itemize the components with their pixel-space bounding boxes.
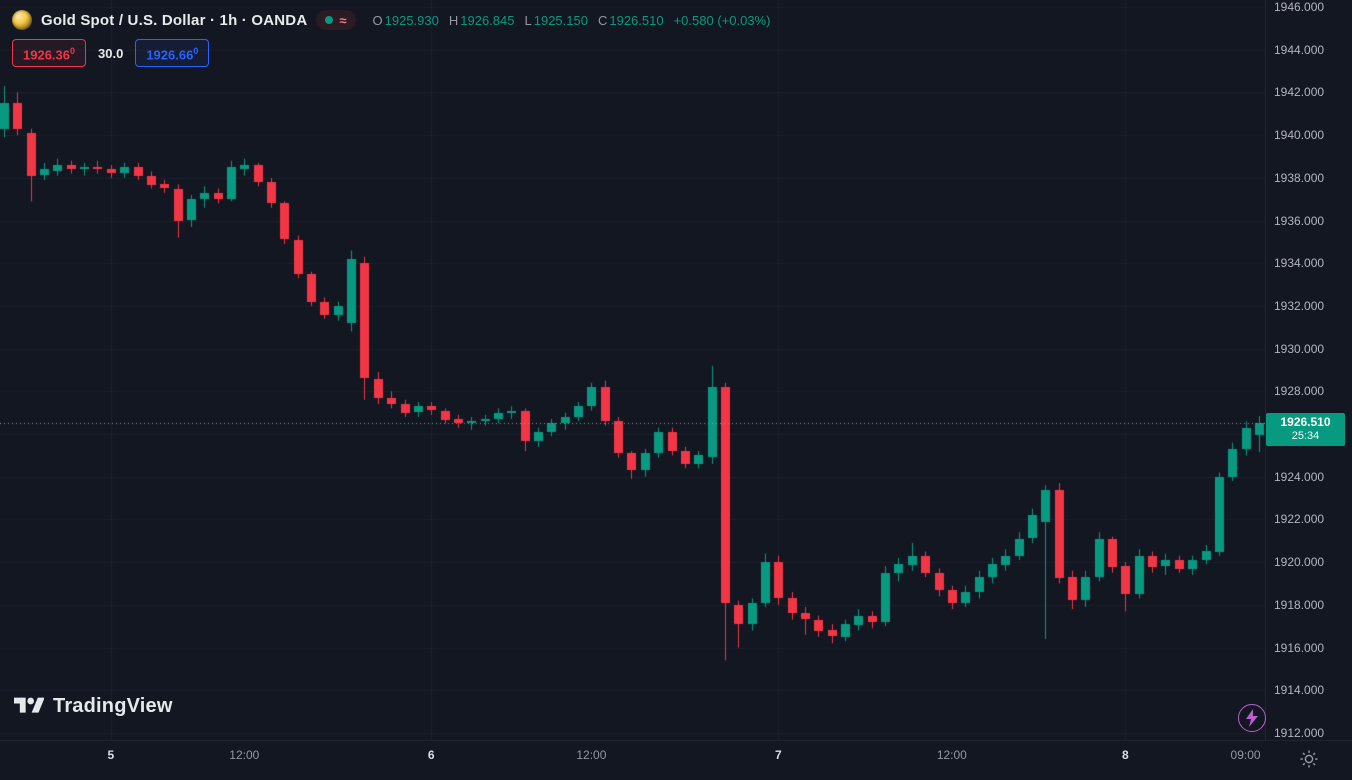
price-axis-label: 1942.000	[1274, 85, 1325, 100]
current-price-label[interactable]: 1926.510 25:34	[1266, 413, 1345, 447]
open-value: 1925.930	[384, 12, 439, 28]
bid-price-badge[interactable]: 1926.360	[12, 39, 87, 68]
open-label: O	[372, 12, 383, 28]
tradingview-logo-text: TradingView	[53, 694, 173, 717]
market-status-pill[interactable]: ≈	[316, 10, 356, 30]
price-axis-label: 1934.000	[1274, 256, 1325, 271]
gear-icon	[1300, 750, 1318, 768]
time-axis-label: 8	[1122, 748, 1129, 762]
high-label: H	[448, 12, 459, 28]
close-label: C	[597, 12, 608, 28]
price-axis-label: 1922.000	[1274, 512, 1325, 527]
boost-button[interactable]	[1238, 704, 1266, 732]
time-axis-label: 12:00	[229, 748, 260, 762]
time-axis-label: 12:00	[576, 748, 607, 762]
price-axis-label: 1940.000	[1274, 128, 1325, 143]
spread-value: 30.0	[98, 45, 124, 61]
price-axis-label: 1938.000	[1274, 170, 1325, 185]
tradingview-logo-icon	[14, 694, 44, 718]
price-axis-label: 1944.000	[1274, 42, 1325, 57]
tradingview-logo[interactable]: TradingView	[14, 694, 173, 718]
price-axis-label: 1928.000	[1274, 384, 1325, 399]
time-axis-label: 5	[107, 748, 115, 762]
price-axis-label: 1914.000	[1274, 683, 1325, 698]
price-axis-label: 1920.000	[1274, 555, 1325, 570]
high-value: 1926.845	[460, 12, 515, 28]
timezone-settings-button[interactable]	[1298, 748, 1320, 770]
price-axis-label: 1946.000	[1274, 0, 1325, 15]
price-axis-label: 1912.000	[1274, 725, 1325, 740]
current-price-value: 1926.510	[1280, 415, 1331, 430]
chart-legend: Gold Spot / U.S. Dollar · 1h · OANDA ≈ O…	[12, 10, 771, 68]
time-axis-label: 6	[427, 748, 435, 762]
price-axis-label: 1932.000	[1274, 298, 1325, 313]
time-axis[interactable]: 5 12:00 6 12:00 7 12:00 8 09:00	[0, 740, 1352, 780]
candlestick-chart-area[interactable]	[0, 0, 1265, 740]
low-value: 1925.150	[533, 12, 588, 28]
bar-countdown: 25:34	[1291, 430, 1320, 443]
close-value: 1926.510	[609, 12, 664, 28]
price-axis-label: 1916.000	[1274, 640, 1325, 655]
market-open-dot-icon	[325, 16, 334, 24]
delayed-data-icon: ≈	[339, 12, 347, 28]
price-axis[interactable]: 1926.510 25:34 1946.000 1944.000 1942.000 1…	[1265, 0, 1352, 740]
ohlc-values: O 1925.930 H 1926.845 L 1925.150 C 1926.510 …	[373, 13, 771, 28]
time-axis-label: 12:00	[936, 748, 967, 762]
lightning-icon	[1246, 709, 1258, 727]
price-axis-label: 1924.000	[1274, 469, 1325, 484]
low-label: L	[524, 12, 532, 28]
price-axis-label: 1918.000	[1274, 597, 1325, 612]
time-axis-label: 09:00	[1230, 748, 1261, 762]
time-axis-label: 7	[774, 748, 782, 762]
gold-symbol-icon	[12, 10, 32, 30]
price-axis-label: 1936.000	[1274, 213, 1325, 228]
ask-price-badge[interactable]: 1926.660	[135, 39, 210, 68]
change-value: +0.580 (+0.03%)	[673, 12, 771, 28]
symbol-title[interactable]: Gold Spot / U.S. Dollar · 1h · OANDA	[41, 11, 308, 29]
price-axis-label: 1930.000	[1274, 341, 1325, 356]
